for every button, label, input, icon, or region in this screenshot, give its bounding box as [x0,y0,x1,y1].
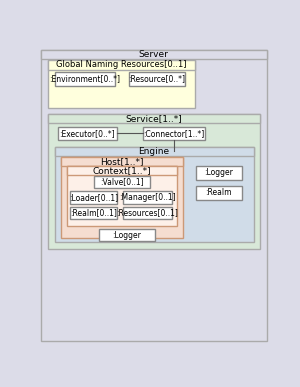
FancyBboxPatch shape [70,207,116,219]
Text: :Resource[0..*]: :Resource[0..*] [128,74,185,83]
FancyBboxPatch shape [123,191,172,204]
Text: Context[1..*]: Context[1..*] [93,166,151,175]
FancyBboxPatch shape [94,176,150,188]
FancyBboxPatch shape [48,60,195,70]
FancyBboxPatch shape [61,157,183,238]
Text: Global Naming Resources[0..1]: Global Naming Resources[0..1] [56,60,187,69]
Text: :Executor[0..*]: :Executor[0..*] [59,129,115,138]
FancyBboxPatch shape [143,127,205,140]
FancyBboxPatch shape [99,229,154,241]
Text: :Connector[1..*]: :Connector[1..*] [143,129,205,138]
FancyBboxPatch shape [70,191,116,204]
FancyBboxPatch shape [58,127,116,140]
Text: :Environment[0..*]: :Environment[0..*] [49,74,120,83]
FancyBboxPatch shape [55,72,115,86]
Text: :Logger: :Logger [204,168,233,177]
FancyBboxPatch shape [55,147,254,242]
FancyBboxPatch shape [61,157,183,166]
Text: Service[1..*]: Service[1..*] [125,114,182,123]
FancyBboxPatch shape [129,72,185,86]
FancyBboxPatch shape [40,50,267,341]
Text: :Valve[0..1]: :Valve[0..1] [100,178,144,187]
Text: :Resources[0..1]: :Resources[0..1] [117,208,178,217]
Text: :Realm: :Realm [206,188,232,197]
Text: :Manager[0..1]: :Manager[0..1] [119,193,176,202]
Text: Server: Server [139,50,169,59]
FancyBboxPatch shape [48,114,260,123]
FancyBboxPatch shape [67,166,177,226]
FancyBboxPatch shape [48,114,260,249]
Text: :Realm[0..1]: :Realm[0..1] [70,208,117,217]
Text: Host[1..*]: Host[1..*] [100,157,144,166]
FancyBboxPatch shape [196,186,242,200]
FancyBboxPatch shape [123,207,172,219]
FancyBboxPatch shape [40,50,267,59]
FancyBboxPatch shape [196,166,242,180]
Text: :Loader[0..1]: :Loader[0..1] [69,193,118,202]
Text: :Logger: :Logger [112,231,141,240]
Text: Engine: Engine [139,147,170,156]
FancyBboxPatch shape [48,60,195,108]
FancyBboxPatch shape [67,166,177,175]
FancyBboxPatch shape [55,147,254,156]
